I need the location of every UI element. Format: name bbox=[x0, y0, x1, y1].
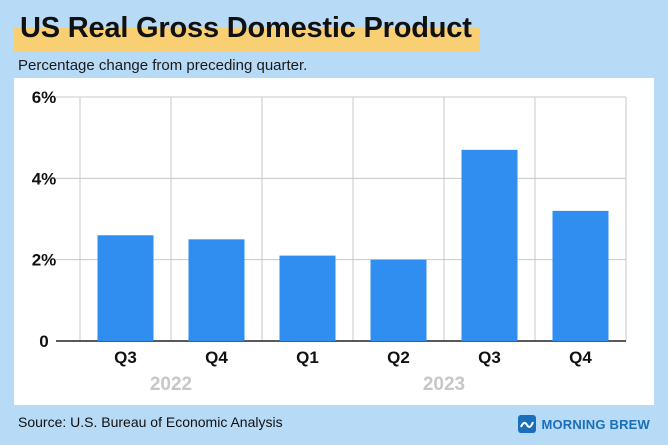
y-tick-label: 4% bbox=[32, 169, 57, 188]
chart-subtitle: Percentage change from preceding quarter… bbox=[18, 57, 308, 74]
x-tick-label: Q2 bbox=[387, 348, 410, 367]
bar bbox=[370, 259, 427, 341]
year-group-label: 2023 bbox=[423, 374, 465, 395]
chart-title: US Real Gross Domestic Product bbox=[20, 12, 472, 44]
chart-card: 0 2% 4% 6% Q3 Q4 Q1 Q2 Q3 Q4 2022 2023 bbox=[14, 78, 654, 405]
bar-chart: 0 2% 4% 6% Q3 Q4 Q1 Q2 Q3 Q4 2022 2023 bbox=[32, 88, 627, 395]
bar bbox=[97, 235, 154, 341]
y-tick-label: 0 bbox=[39, 332, 48, 351]
y-tick-label: 2% bbox=[32, 251, 57, 270]
title-highlight bbox=[14, 28, 480, 52]
brand-name: MORNING BREW bbox=[541, 416, 650, 432]
bar bbox=[279, 255, 336, 341]
title-block: US Real Gross Domestic Product bbox=[14, 8, 480, 52]
source-note: Source: U.S. Bureau of Economic Analysis bbox=[18, 414, 283, 430]
bar bbox=[461, 149, 518, 341]
x-tick-label: Q4 bbox=[569, 348, 592, 367]
year-group-label: 2022 bbox=[150, 374, 192, 395]
morning-brew-logo-icon bbox=[518, 415, 537, 433]
x-tick-label: Q1 bbox=[296, 348, 319, 367]
x-tick-label: Q4 bbox=[205, 348, 228, 367]
bar bbox=[188, 239, 245, 341]
brand-logo: MORNING BREW bbox=[517, 413, 650, 435]
y-tick-label: 6% bbox=[32, 88, 57, 107]
x-tick-label: Q3 bbox=[478, 348, 501, 367]
bar bbox=[552, 210, 609, 341]
x-tick-label: Q3 bbox=[114, 348, 137, 367]
